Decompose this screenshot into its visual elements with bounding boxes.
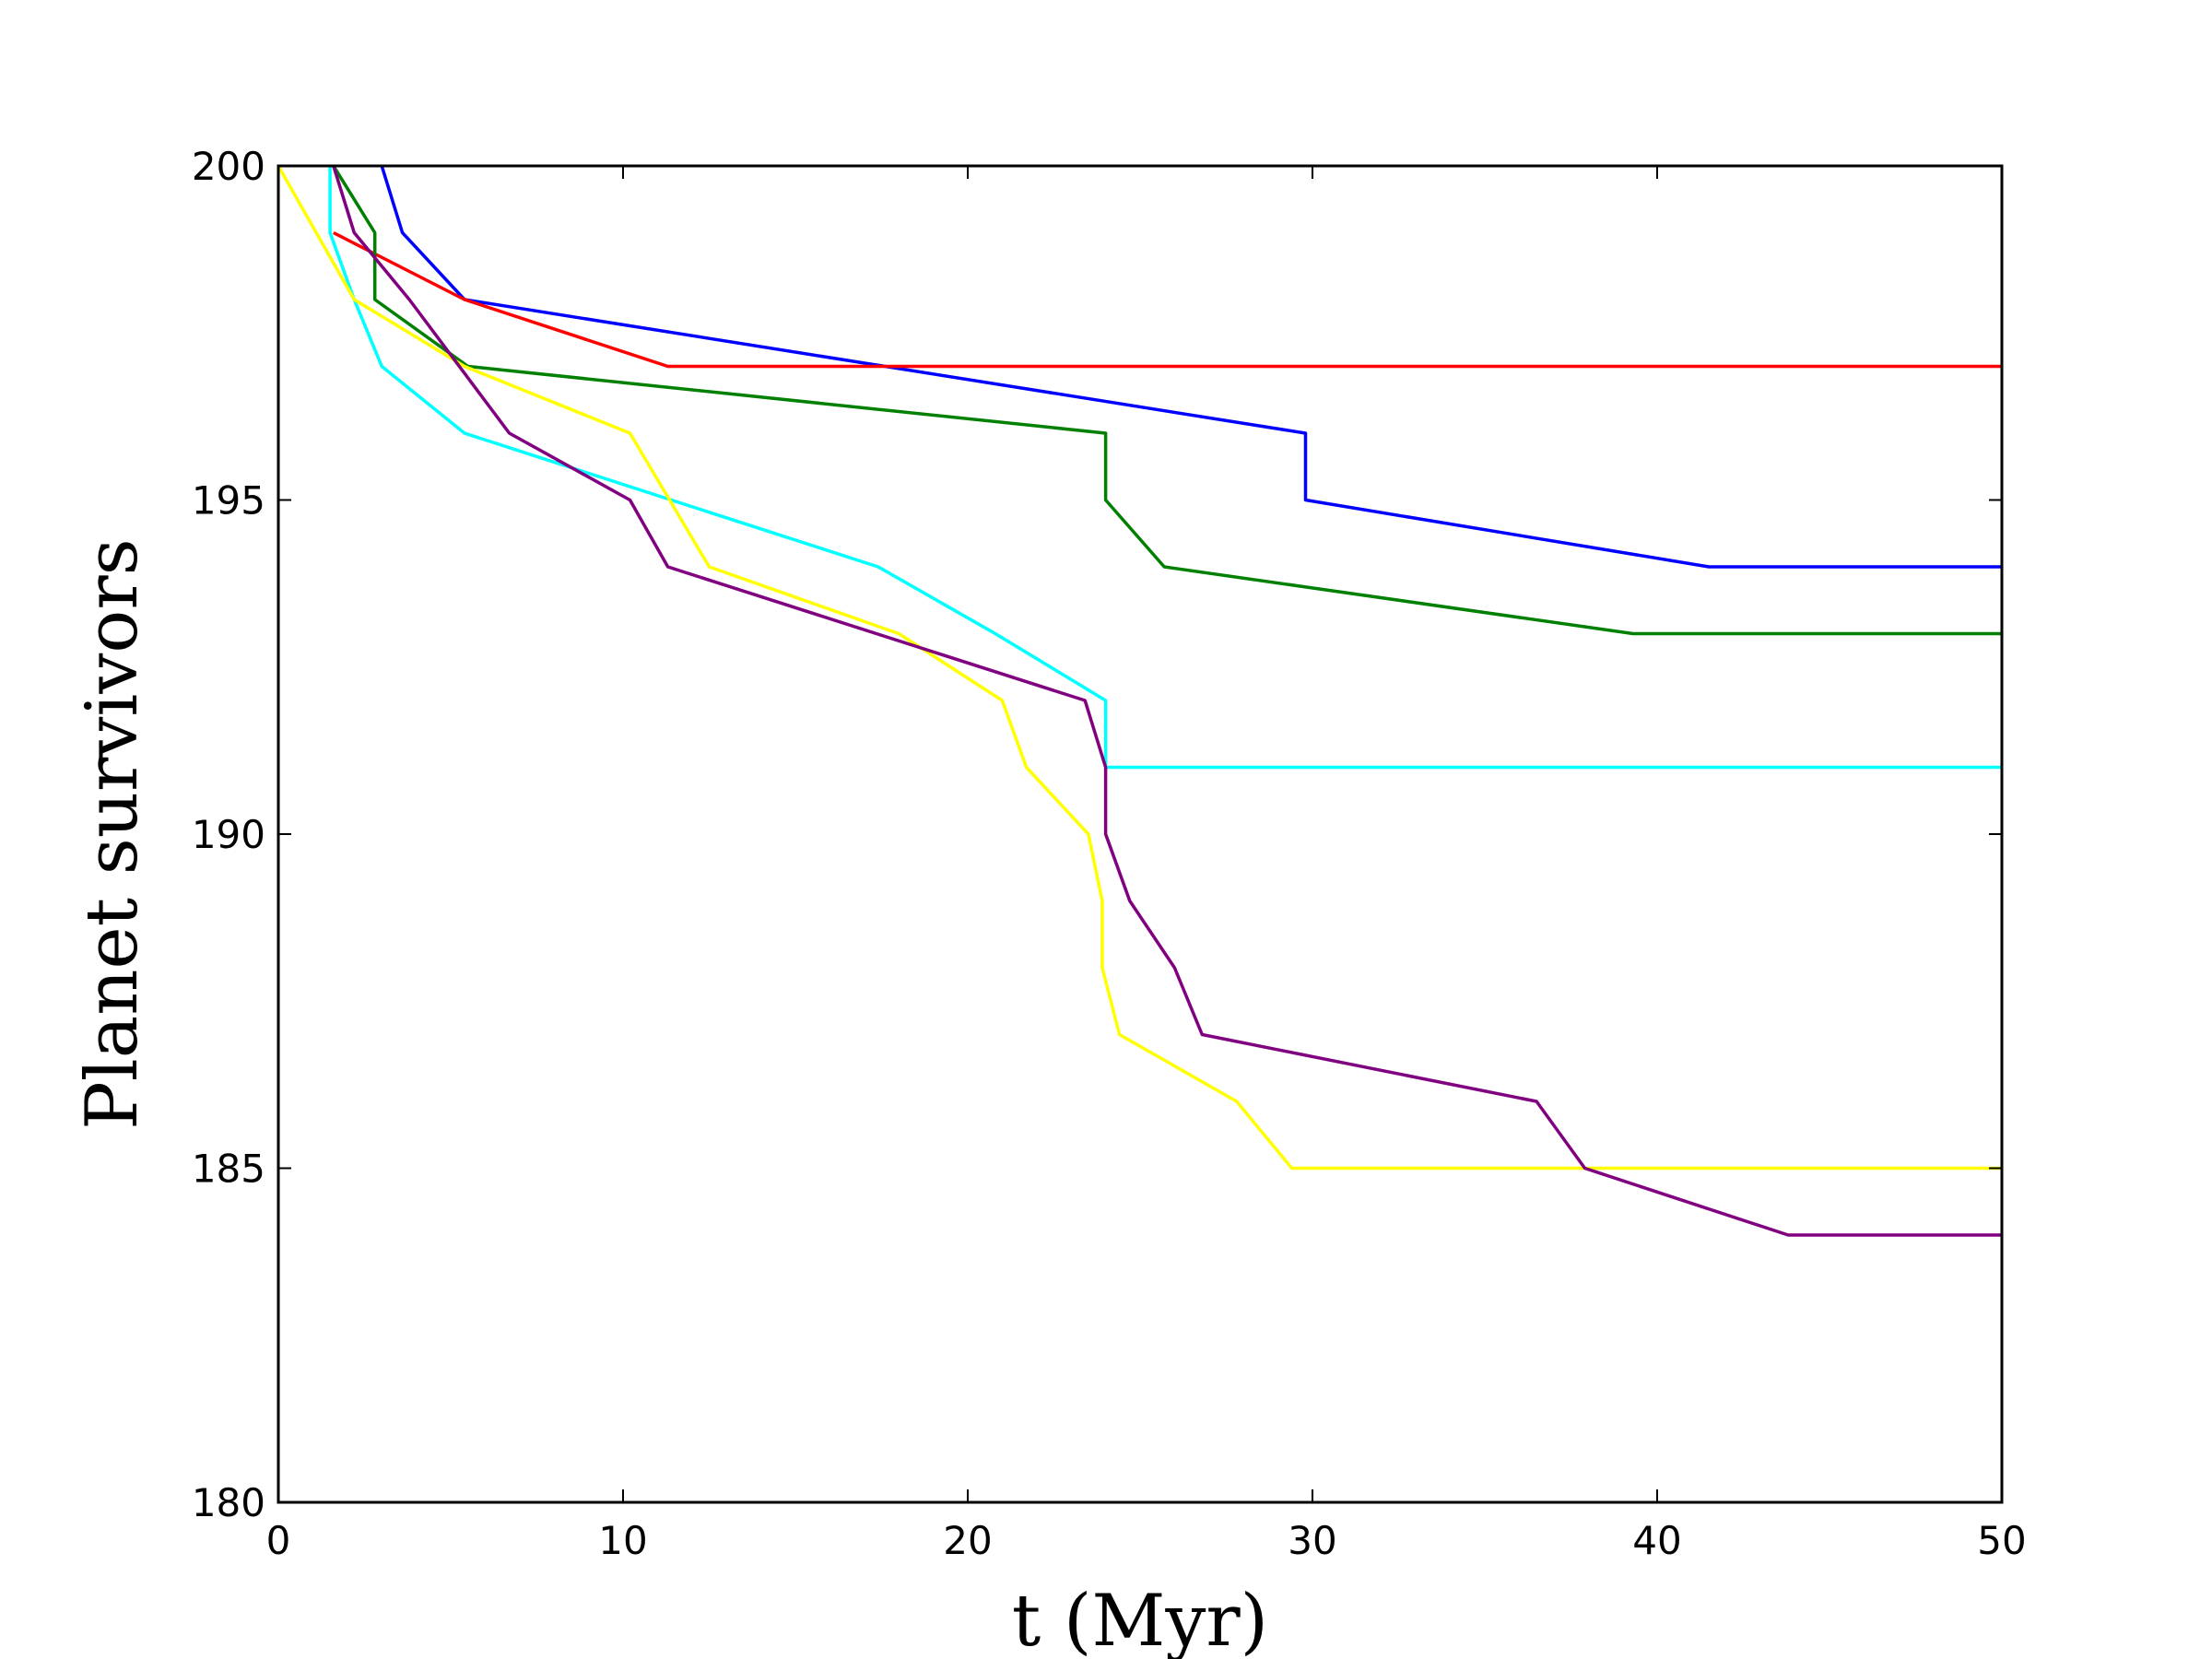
series-line-6 bbox=[332, 166, 2002, 1237]
x-axis-label: t (Myr) bbox=[1012, 1580, 1268, 1659]
y-tick-label: 195 bbox=[192, 478, 265, 524]
series-layer bbox=[278, 166, 2002, 1237]
y-tick-label: 180 bbox=[192, 1480, 265, 1525]
x-tick-label: 30 bbox=[1288, 1518, 1336, 1563]
label-layer: 0 10 20 30 40 50 180 185 190 195 200 bbox=[192, 144, 2027, 1563]
series-line-3 bbox=[332, 166, 2002, 636]
x-tick-label: 10 bbox=[598, 1518, 647, 1563]
y-axis-label: Planet survivors bbox=[71, 538, 154, 1129]
tick-layer bbox=[277, 165, 2003, 1503]
y-tick-label: 190 bbox=[192, 812, 265, 857]
x-tick-label: 50 bbox=[1977, 1518, 2026, 1563]
x-tick-label: 0 bbox=[266, 1518, 291, 1563]
series-line-2 bbox=[333, 230, 2002, 369]
series-line-5 bbox=[278, 166, 2002, 1171]
y-tick-label: 185 bbox=[192, 1147, 265, 1192]
y-tick-label: 200 bbox=[192, 144, 265, 189]
x-tick-label: 20 bbox=[943, 1518, 992, 1563]
series-line-1 bbox=[380, 166, 2002, 569]
series-line-4 bbox=[328, 166, 2002, 770]
x-tick-label: 40 bbox=[1632, 1518, 1681, 1563]
